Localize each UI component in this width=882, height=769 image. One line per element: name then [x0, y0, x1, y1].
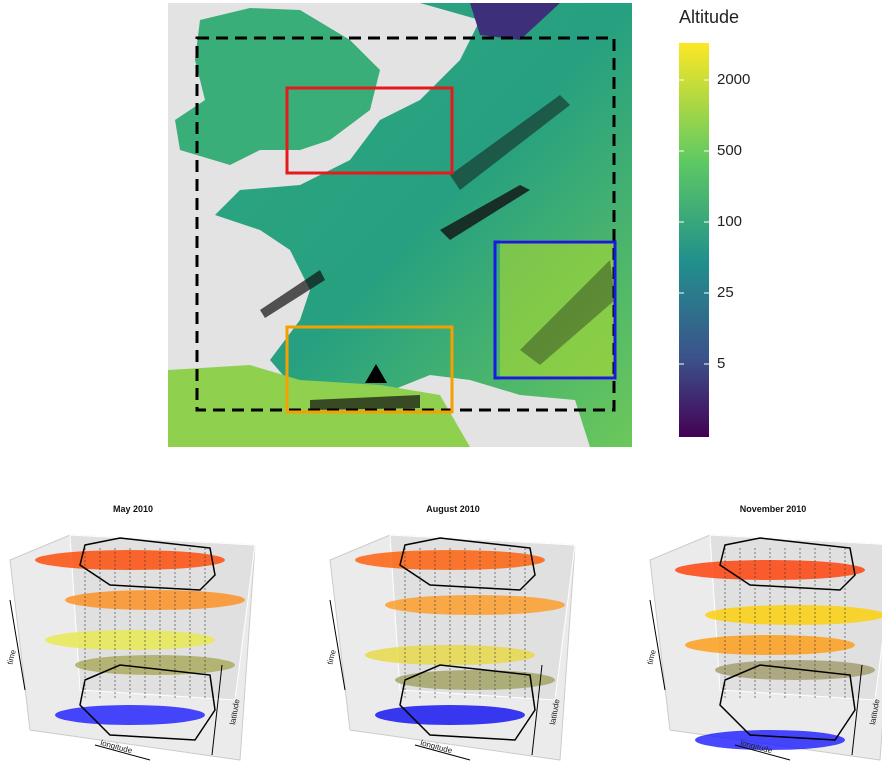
- observation-band: [260, 270, 325, 318]
- outline-bottom: [719, 664, 856, 741]
- data-band: [695, 730, 845, 750]
- legend-tick-label: 500: [717, 142, 742, 159]
- axis-arrow: [414, 744, 471, 761]
- legend-title: Altitude: [679, 7, 739, 27]
- axis-arrow: [734, 744, 791, 761]
- observation-band: [310, 395, 420, 410]
- axis-arrow: [649, 599, 666, 691]
- legend-tick-label: 2000: [717, 71, 750, 88]
- axis-arrow: [531, 664, 543, 756]
- lowlands: [470, 3, 560, 40]
- study-area: [195, 36, 616, 412]
- axis-arrow: [9, 599, 26, 691]
- marker: [365, 364, 387, 383]
- britain: [175, 8, 380, 165]
- axis-label: time: [325, 648, 338, 665]
- data-band: [705, 605, 882, 625]
- colorbar: [679, 43, 709, 437]
- axis-label: time: [5, 648, 18, 665]
- observation-band: [440, 185, 530, 240]
- panel-title: November 2010: [740, 504, 807, 514]
- data-band: [55, 705, 205, 725]
- region-pyrenees: [285, 325, 454, 414]
- alps: [500, 240, 615, 380]
- data-band: [75, 655, 235, 675]
- legend-tick-label: 25: [717, 284, 734, 301]
- legend: Altitude 2000 500 100 25 5: [679, 7, 750, 437]
- panel-title: August 2010: [426, 504, 480, 514]
- outline-bottom: [399, 664, 536, 741]
- axis-arrow: [211, 664, 223, 756]
- map: [168, 3, 632, 447]
- data-band: [65, 590, 245, 610]
- axis-arrow: [851, 664, 863, 756]
- axis-label: time: [645, 648, 658, 665]
- legend-tick-label: 100: [717, 213, 742, 230]
- data-band: [385, 595, 565, 615]
- region-north: [285, 86, 454, 175]
- region-alps: [493, 240, 617, 380]
- data-band: [375, 705, 525, 725]
- observation-band: [520, 260, 615, 365]
- axis-arrow: [329, 599, 346, 691]
- axis-arrow: [94, 744, 151, 761]
- observations: [260, 95, 615, 410]
- legend-tick-label: 5: [717, 355, 725, 372]
- panel-title: May 2010: [113, 504, 153, 514]
- observation-band: [450, 95, 570, 190]
- data-band: [365, 645, 535, 665]
- outline-bottom: [79, 664, 216, 741]
